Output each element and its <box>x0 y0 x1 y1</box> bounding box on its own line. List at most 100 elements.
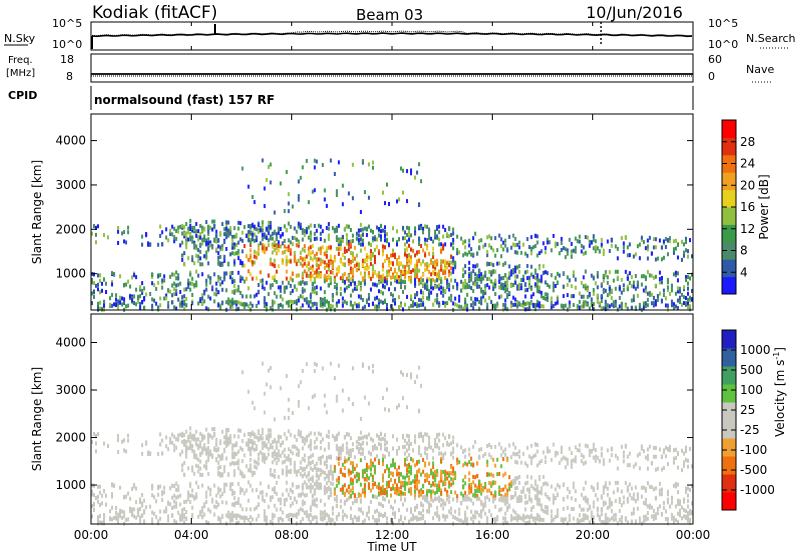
power-cell <box>482 244 485 249</box>
velocity-cell <box>255 460 258 465</box>
velocity-cell <box>249 433 252 438</box>
power-cell <box>464 302 467 307</box>
power-cell <box>500 285 503 290</box>
velocity-cell <box>424 446 427 451</box>
power-cell <box>243 224 246 229</box>
power-cell <box>438 286 441 291</box>
velocity-cell <box>339 456 342 461</box>
velocity-cell <box>317 467 320 472</box>
velocity-cell <box>462 463 465 468</box>
velocity-cell <box>297 469 300 474</box>
velocity-cell <box>207 432 210 437</box>
power-cell <box>237 226 240 231</box>
power-cell <box>363 246 366 251</box>
power-cell <box>385 269 388 274</box>
velocity-cell <box>277 439 280 444</box>
power-cell <box>353 281 356 286</box>
power-cell <box>632 280 635 285</box>
power-cell <box>319 286 322 291</box>
velocity-cell <box>416 460 419 465</box>
velocity-cell <box>365 477 368 482</box>
power-cell <box>261 223 264 228</box>
velocity-cell <box>450 464 453 469</box>
power-cell <box>285 269 288 274</box>
power-cell <box>678 286 681 291</box>
power-cell <box>327 226 330 231</box>
power-cell <box>283 244 286 249</box>
velocity-cell <box>375 508 378 513</box>
velocity-cell <box>349 453 352 458</box>
power-cell <box>426 246 429 251</box>
velocity-cell <box>307 517 310 522</box>
velocity-cell <box>313 393 316 398</box>
velocity-cell <box>367 485 370 490</box>
velocity-cell <box>410 375 413 380</box>
power-cell <box>343 272 346 277</box>
station-title: Kodiak (fitACF) <box>92 3 218 23</box>
velocity-cell <box>385 464 388 469</box>
velocity-cell <box>329 464 332 469</box>
power-cell <box>538 285 541 290</box>
velocity-cell <box>195 455 198 460</box>
power-cell <box>195 283 198 288</box>
power-cell <box>474 272 477 277</box>
power-cell <box>500 254 503 259</box>
power-cell <box>396 258 399 263</box>
velocity-cell <box>157 519 160 524</box>
velocity-cell <box>223 449 226 454</box>
power-cell <box>452 256 455 261</box>
power-ylabel: Slant Range [km] <box>30 160 44 264</box>
velocity-cell <box>213 427 216 432</box>
velocity-cell <box>460 445 463 450</box>
velocity-cell <box>335 437 338 442</box>
power-cell <box>648 292 651 297</box>
velocity-cell <box>369 472 372 477</box>
velocity-cell <box>135 500 138 505</box>
velocity-cell <box>285 514 288 519</box>
power-cell <box>281 232 284 237</box>
velocity-cell <box>434 473 437 478</box>
power-cell <box>528 285 531 290</box>
velocity-cell <box>416 478 419 483</box>
velocity-cell <box>355 440 358 445</box>
velocity-cell <box>452 514 455 519</box>
power-cell <box>428 263 431 268</box>
velocity-cell <box>351 481 354 486</box>
power-cell <box>347 273 350 278</box>
power-cell <box>311 303 314 308</box>
velocity-cell <box>265 456 268 461</box>
power-cell <box>422 248 425 253</box>
velocity-cell <box>462 478 465 483</box>
velocity-cell <box>329 454 332 459</box>
power-cell <box>273 263 276 268</box>
velocity-cell <box>534 481 537 486</box>
power-cell <box>285 228 288 233</box>
power-cell <box>287 280 290 285</box>
power-cell <box>297 258 300 263</box>
velocity-cell <box>534 516 537 521</box>
power-cell <box>335 238 338 243</box>
power-cell <box>448 296 451 301</box>
power-cell <box>436 297 439 302</box>
velocity-cell <box>438 432 441 437</box>
power-cell <box>450 266 453 271</box>
power-cell <box>351 274 354 279</box>
velocity-cell <box>406 405 409 410</box>
velocity-cell <box>500 488 503 493</box>
power-cell <box>111 303 114 308</box>
power-cell <box>636 244 639 249</box>
velocity-cell <box>205 464 208 469</box>
power-cell <box>383 258 386 263</box>
velocity-cell <box>121 509 124 514</box>
power-cell <box>205 278 208 283</box>
velocity-cell <box>335 483 338 488</box>
power-cell <box>191 239 194 244</box>
power-cell <box>674 291 677 296</box>
power-cell <box>470 277 473 282</box>
velocity-cell <box>524 515 527 520</box>
power-cell <box>570 249 573 254</box>
power-cell <box>389 253 392 258</box>
velocity-cell <box>536 484 539 489</box>
power-cell <box>568 304 571 309</box>
power-cell <box>317 270 320 275</box>
